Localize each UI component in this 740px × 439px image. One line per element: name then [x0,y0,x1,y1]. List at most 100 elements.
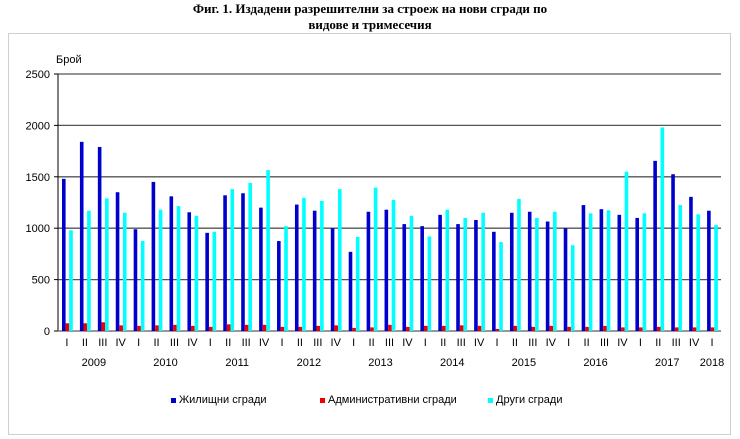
legend-label-administrative: Административни сгради [328,394,457,406]
bar-1 [244,324,249,331]
bar-0 [599,209,604,331]
x-tick-label: III [600,337,609,349]
year-label: 2009 [82,357,106,369]
year-label: 2011 [225,357,249,369]
bar-0 [115,192,120,331]
bar-1 [621,327,625,331]
bar-2 [194,215,199,331]
x-tick-label: I [639,337,642,349]
bar-2 [230,189,235,331]
x-tick-label: I [209,337,212,349]
bar-0 [617,214,622,331]
x-tick-label: IV [187,337,198,349]
bar-0 [277,241,281,331]
x-tick-label: III [98,337,107,349]
bar-2 [427,236,432,331]
bar-1 [65,323,70,331]
legend-label-other: Други сгради [496,394,563,406]
y-tick-label: 1500 [26,172,50,184]
chart-legend: Жилищни сгради Административни сгради Др… [0,394,740,410]
x-tick-label: I [424,337,427,349]
bar-1 [83,323,88,331]
bar-1 [280,326,285,331]
bar-0 [133,229,138,331]
bar-2 [69,230,73,331]
bar-1 [191,325,195,331]
bar-1 [513,325,518,331]
y-axis-label: Брой [56,54,82,66]
bar-2 [122,212,127,331]
bar-2 [391,199,396,331]
x-tick-label: III [528,337,537,349]
bar-1 [298,326,303,331]
bar-1 [710,327,715,331]
bar-1 [603,325,607,331]
bar-2 [481,212,485,331]
bar-0 [79,141,84,331]
x-tick-label: III [170,337,179,349]
bar-2 [570,245,575,331]
bar-1 [262,324,267,331]
bar-0 [509,212,514,331]
bar-1 [531,326,536,331]
x-tick-label: I [352,337,355,349]
bar-2 [642,213,647,331]
bar-2 [409,215,414,331]
bar-2 [517,198,521,331]
year-label: 2012 [297,357,321,369]
y-tick-label: 2000 [26,120,50,132]
year-label: 2013 [368,357,392,369]
legend-swatch-administrative [320,397,325,403]
x-tick-label: II [440,337,446,349]
bar-0 [402,224,407,331]
bar-0 [527,211,532,331]
bar-2 [499,242,503,331]
x-tick-label: III [242,337,251,349]
x-tick-label: II [297,337,303,349]
year-label: 2016 [583,357,607,369]
bar-0 [545,221,550,331]
x-tick-label: III [672,337,681,349]
y-tick-label: 500 [32,275,50,287]
bar-1 [155,325,159,331]
bar-0 [330,228,335,331]
legend-item-other: Други сгради [488,394,562,406]
bar-2 [337,189,342,331]
bar-2 [660,127,665,332]
year-label: 2017 [655,357,679,369]
bar-0 [259,207,263,331]
x-tick-label: IV [546,337,557,349]
bar-0 [312,210,317,331]
bar-1 [656,326,661,331]
x-tick-label: IV [331,337,342,349]
x-tick-label: III [385,337,394,349]
x-tick-label: IV [474,337,485,349]
bar-2 [176,206,181,331]
bar-1 [585,326,589,331]
bar-1 [406,326,410,331]
bar-0 [420,226,424,331]
bar-0 [97,146,102,331]
bar-0 [653,160,657,331]
x-tick-label: II [512,337,518,349]
x-tick-label: II [655,337,661,349]
bar-2 [105,198,109,331]
bar-1 [441,325,446,331]
bar-2 [535,217,539,331]
bar-1 [226,324,231,331]
x-tick-label: III [457,337,466,349]
bar-0 [384,209,389,331]
bar-0 [348,251,353,331]
x-tick-label: IV [402,337,413,349]
x-tick-label: I [137,337,140,349]
legend-swatch-other [488,397,493,403]
bar-2 [212,231,217,331]
chart-title-line-1: Фиг. 1. Издадени разрешителни за строеж … [192,1,548,16]
legend-swatch-residential [171,397,176,403]
bar-1 [567,326,571,331]
bar-0 [474,219,478,331]
x-tick-label: IV [116,337,127,349]
x-tick-label: I [65,337,68,349]
bar-1 [388,324,392,331]
chart-title-line-2: видове и тримесечия [308,17,432,32]
